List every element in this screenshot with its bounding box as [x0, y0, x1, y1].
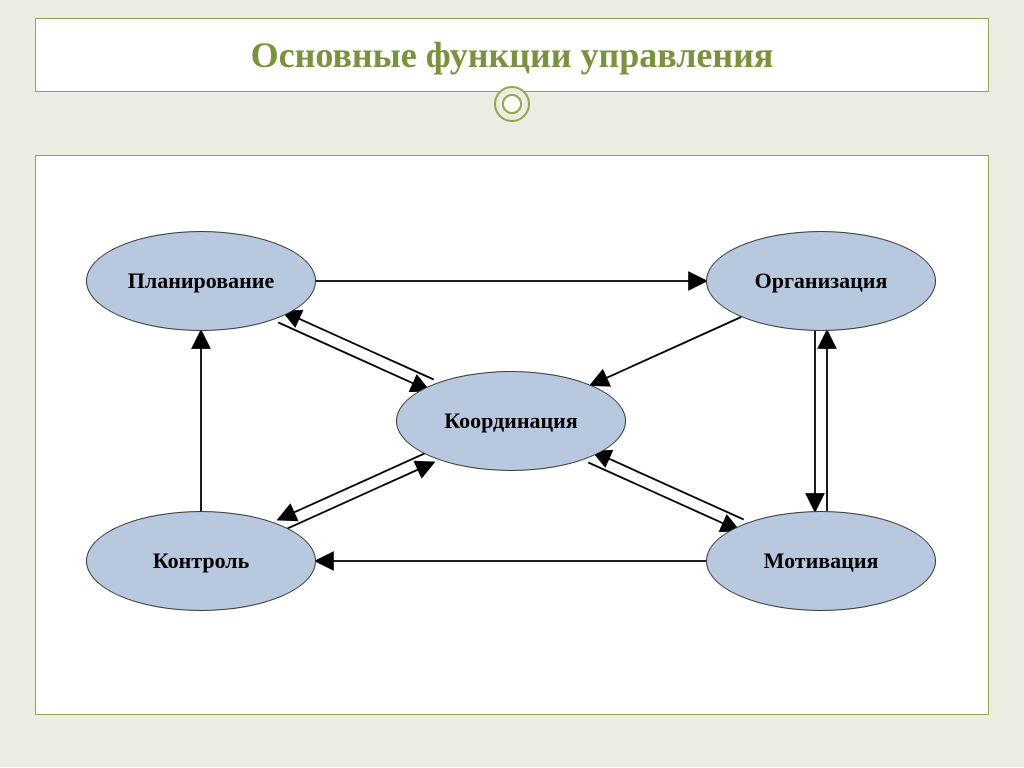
- edge-organization-coordination: [591, 317, 741, 385]
- node-motivation: Мотивация: [706, 511, 936, 611]
- edge-planning-coordination: [278, 323, 429, 391]
- node-control: Контроль: [86, 511, 316, 611]
- title-bar: Основные функции управления: [35, 18, 989, 92]
- node-planning: Планирование: [86, 231, 316, 331]
- edge-control-coordination: [283, 463, 434, 531]
- edge-coordination-motivation: [588, 463, 739, 531]
- edge-coordination-control: [278, 452, 429, 520]
- slide-title: Основные функции управления: [251, 34, 774, 76]
- node-label: Контроль: [153, 548, 250, 574]
- node-label: Организация: [755, 268, 888, 294]
- diagram-panel: Планирование Организация Координация Контро…: [35, 155, 989, 715]
- node-label: Планирование: [128, 268, 275, 294]
- node-coordination: Координация: [396, 371, 626, 471]
- edge-motivation-coordination: [593, 452, 744, 520]
- node-label: Мотивация: [764, 548, 879, 574]
- node-label: Координация: [444, 408, 578, 434]
- edge-coordination-planning: [283, 312, 434, 380]
- node-organization: Организация: [706, 231, 936, 331]
- decoration-circle-inner: [502, 94, 522, 114]
- slide: Основные функции управления Планирование…: [0, 0, 1024, 767]
